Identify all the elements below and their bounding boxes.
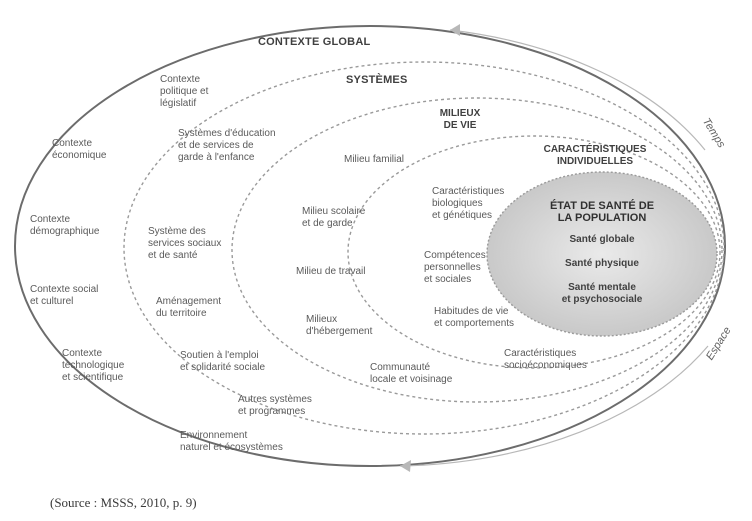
label-systems-3: Soutien à l'emploi et solidarité sociale bbox=[180, 350, 265, 374]
label-milieux-4: Communauté locale et voisinage bbox=[370, 362, 452, 386]
label-indiv-0: Caractéristiques biologiques et génétiqu… bbox=[432, 186, 504, 222]
source-citation: (Source : MSSS, 2010, p. 9) bbox=[50, 495, 197, 511]
label-indiv-2: Habitudes de vie et comportements bbox=[434, 306, 514, 330]
diagram-stage: CONTEXTE GLOBAL SYSTÈMES MILIEUX DE VIE … bbox=[0, 0, 752, 521]
label-global-2: Contexte démographique bbox=[30, 214, 100, 238]
title-indiv: CARACTÉRISTIQUES INDIVIDUELLES bbox=[520, 144, 670, 168]
label-global-4: Contexte technologique et scientifique bbox=[62, 348, 124, 384]
title-global: CONTEXTE GLOBAL bbox=[258, 36, 370, 48]
label-milieux-3: Milieux d'hébergement bbox=[306, 314, 372, 338]
label-milieux-2: Milieu de travail bbox=[296, 266, 365, 278]
label-indiv-1: Compétences personnelles et sociales bbox=[424, 250, 486, 286]
core-sub-2: Santé physique bbox=[522, 258, 682, 270]
core-sub-1: Santé globale bbox=[522, 234, 682, 246]
title-milieux: MILIEUX DE VIE bbox=[420, 108, 500, 132]
label-systems-4: Autres systèmes et programmes bbox=[238, 394, 312, 418]
label-indiv-3: Caractéristiques socioéconomiques bbox=[504, 348, 587, 372]
label-global-3: Contexte social et culturel bbox=[30, 284, 98, 308]
title-systems: SYSTÈMES bbox=[346, 74, 408, 86]
label-systems-1: Système des services sociaux et de santé bbox=[148, 226, 221, 262]
core-sub-3: Santé mentale et psychosociale bbox=[522, 282, 682, 306]
label-systems-0: Systèmes d'éducation et de services de g… bbox=[178, 128, 276, 164]
label-global-0: Contexte politique et législatif bbox=[160, 74, 208, 110]
arrow-temps bbox=[450, 30, 705, 150]
label-milieux-0: Milieu familial bbox=[344, 154, 404, 166]
label-systems-2: Aménagement du territoire bbox=[156, 296, 221, 320]
arrow-temps-head bbox=[450, 24, 460, 36]
arrow-espace-head bbox=[400, 460, 411, 472]
label-global-1: Contexte économique bbox=[52, 138, 106, 162]
label-milieux-1: Milieu scolaire et de garde bbox=[302, 206, 365, 230]
label-systems-5: Environnement naturel et écosystèmes bbox=[180, 430, 283, 454]
ellipse-core bbox=[487, 172, 717, 336]
core-title: ÉTAT DE SANTÉ DE LA POPULATION bbox=[522, 200, 682, 224]
